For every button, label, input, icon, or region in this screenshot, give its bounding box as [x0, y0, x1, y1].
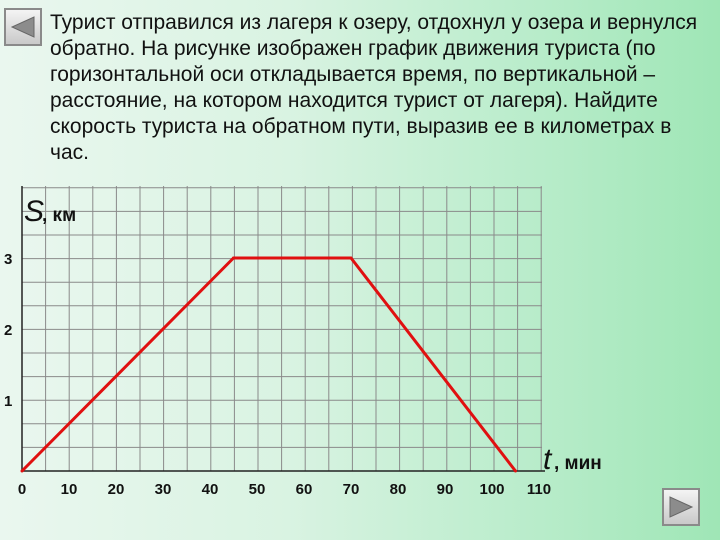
- data-point: [514, 469, 517, 473]
- x-tick-label: 20: [108, 481, 125, 498]
- x-tick-label: 30: [155, 481, 172, 498]
- x-tick-label: 10: [61, 481, 78, 498]
- y-tick-label: 3: [4, 251, 12, 268]
- y-axis-unit: , км: [42, 205, 76, 226]
- data-point: [232, 256, 235, 260]
- data-point: [20, 469, 24, 473]
- x-axis-unit: , мин: [554, 453, 602, 474]
- x-tick-label: 40: [202, 481, 219, 498]
- x-tick-label: 70: [343, 481, 360, 498]
- y-tick-label: 2: [4, 322, 12, 339]
- triangle-right-icon[interactable]: [662, 488, 700, 526]
- x-tick-label: 0: [18, 481, 26, 498]
- problem-text: Турист отправился из лагеря к озеру, отд…: [50, 11, 698, 164]
- y-axis-variable: S: [24, 195, 44, 228]
- x-tick-label: 80: [390, 481, 407, 498]
- triangle-left-icon[interactable]: [4, 8, 42, 46]
- x-tick-label: 60: [296, 481, 313, 498]
- data-point: [349, 256, 353, 260]
- x-tick-label: 110: [527, 481, 551, 498]
- y-tick-label: 1: [4, 393, 12, 410]
- x-tick-label: 50: [249, 481, 266, 498]
- distance-line: [20, 256, 517, 473]
- x-tick-label: 100: [479, 481, 504, 498]
- x-tick-label: 90: [437, 481, 454, 498]
- x-axis-variable: t: [543, 443, 553, 476]
